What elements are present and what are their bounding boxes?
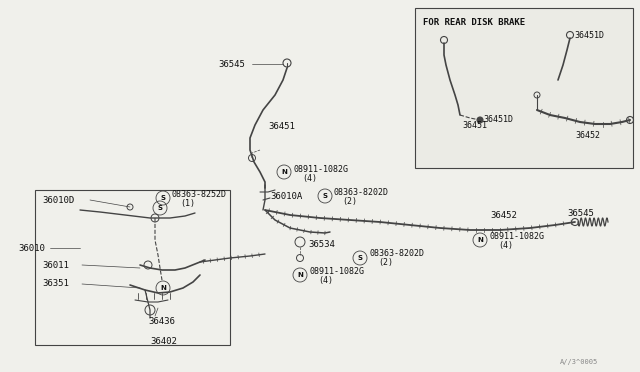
Text: 36451: 36451 [268, 122, 295, 131]
Text: 08363-8202D: 08363-8202D [370, 250, 425, 259]
Text: 36534: 36534 [308, 240, 335, 248]
Text: 36545: 36545 [567, 208, 594, 218]
Text: 08911-1082G: 08911-1082G [310, 266, 365, 276]
Text: 36452: 36452 [575, 131, 600, 140]
Bar [35, 190, 230, 345]
Text: 36010A: 36010A [270, 192, 302, 201]
Text: S: S [157, 205, 163, 211]
Text: 08911-1082G: 08911-1082G [490, 231, 545, 241]
Text: N: N [477, 237, 483, 243]
Text: 36452: 36452 [490, 211, 517, 219]
Text: 36451D: 36451D [483, 115, 513, 124]
Text: (2): (2) [342, 196, 357, 205]
Text: 36011: 36011 [42, 260, 69, 269]
Circle shape [477, 117, 483, 123]
Text: (1): (1) [180, 199, 195, 208]
Text: 08363-8252D: 08363-8252D [172, 189, 227, 199]
Text: 36451: 36451 [462, 121, 487, 129]
Text: A//3^0005: A//3^0005 [560, 359, 598, 365]
Text: 36010: 36010 [18, 244, 45, 253]
Text: S: S [161, 195, 166, 201]
Text: (4): (4) [498, 241, 513, 250]
Text: 36451D: 36451D [574, 31, 604, 39]
Text: S: S [323, 193, 328, 199]
Text: 36545: 36545 [218, 60, 245, 68]
Text: 36402: 36402 [150, 337, 177, 346]
Text: (4): (4) [302, 173, 317, 183]
Bar [415, 8, 633, 168]
Text: 36436: 36436 [148, 317, 175, 327]
Text: N: N [281, 169, 287, 175]
Text: 08363-8202D: 08363-8202D [334, 187, 389, 196]
Text: 08911-1082G: 08911-1082G [294, 164, 349, 173]
Text: 36010D: 36010D [42, 196, 74, 205]
Text: N: N [160, 285, 166, 291]
Text: FOR REAR DISK BRAKE: FOR REAR DISK BRAKE [423, 17, 525, 26]
Text: (4): (4) [318, 276, 333, 285]
Text: N: N [297, 272, 303, 278]
Text: 36351: 36351 [42, 279, 69, 289]
Text: S: S [358, 255, 362, 261]
Text: (2): (2) [378, 259, 393, 267]
